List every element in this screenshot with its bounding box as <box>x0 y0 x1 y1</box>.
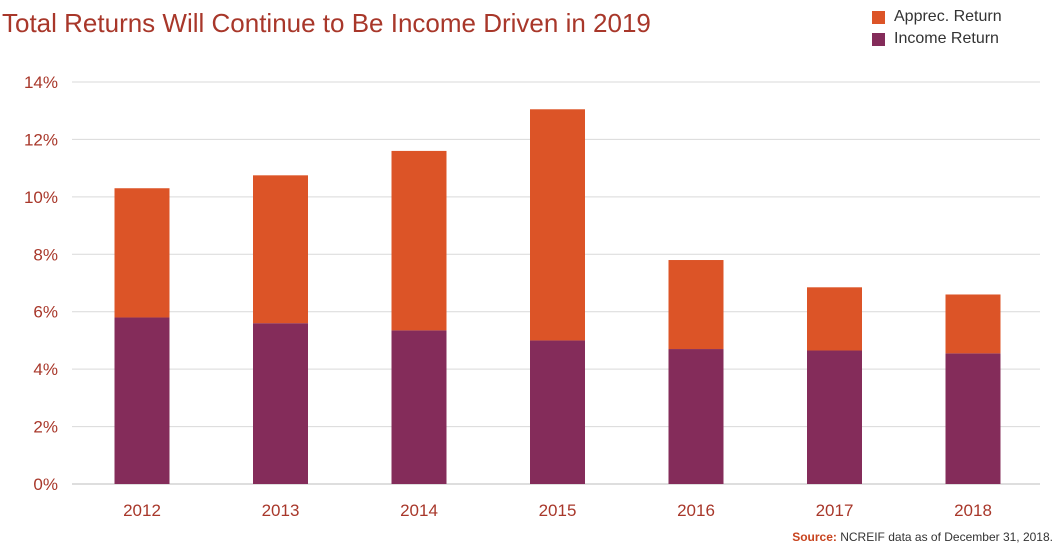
y-tick-label: 14% <box>24 73 58 92</box>
y-tick-label: 6% <box>33 303 58 322</box>
legend: Apprec. Return Income Return <box>872 6 1002 50</box>
y-tick-label: 8% <box>33 245 58 264</box>
y-tick-label: 10% <box>24 188 58 207</box>
source-label: Source: <box>792 530 837 544</box>
x-tick-label: 2018 <box>954 501 992 520</box>
bar-income-return-2014 <box>391 330 447 484</box>
legend-item-income-return: Income Return <box>872 28 1002 50</box>
bar-apprec-return-2017 <box>807 287 862 351</box>
x-tick-label: 2017 <box>816 501 854 520</box>
legend-label-income-return: Income Return <box>894 30 999 47</box>
legend-swatch-apprec-return <box>872 10 885 24</box>
bar-income-return-2012 <box>114 317 170 484</box>
x-tick-label: 2016 <box>677 501 715 520</box>
chart-title: Total Returns Will Continue to Be Income… <box>2 8 651 38</box>
bar-income-return-2017 <box>807 350 862 484</box>
y-tick-label: 12% <box>24 130 58 149</box>
legend-label-apprec-return: Apprec. Return <box>894 8 1002 25</box>
x-tick-label: 2015 <box>539 501 577 520</box>
source-note: Source: NCREIF data as of December 31, 2… <box>792 530 1053 544</box>
bar-income-return-2018 <box>945 353 1001 484</box>
y-tick-label: 4% <box>33 360 58 379</box>
bar-apprec-return-2013 <box>253 175 308 324</box>
x-tick-label: 2012 <box>123 501 161 520</box>
bar-income-return-2016 <box>668 349 724 484</box>
bar-income-return-2013 <box>253 323 308 484</box>
bar-apprec-return-2014 <box>391 150 447 331</box>
bar-apprec-return-2012 <box>114 188 170 318</box>
y-tick-label: 2% <box>33 418 58 437</box>
source-text: NCREIF data as of December 31, 2018. <box>840 530 1053 544</box>
x-tick-label: 2013 <box>262 501 300 520</box>
bar-apprec-return-2015 <box>530 109 585 341</box>
legend-item-apprec-return: Apprec. Return <box>872 6 1002 28</box>
y-tick-label: 0% <box>33 475 58 494</box>
bar-apprec-return-2018 <box>945 294 1001 354</box>
x-tick-label: 2014 <box>400 501 438 520</box>
bar-apprec-return-2016 <box>668 260 724 350</box>
legend-swatch-income-return <box>872 32 885 46</box>
bar-income-return-2015 <box>530 340 585 484</box>
